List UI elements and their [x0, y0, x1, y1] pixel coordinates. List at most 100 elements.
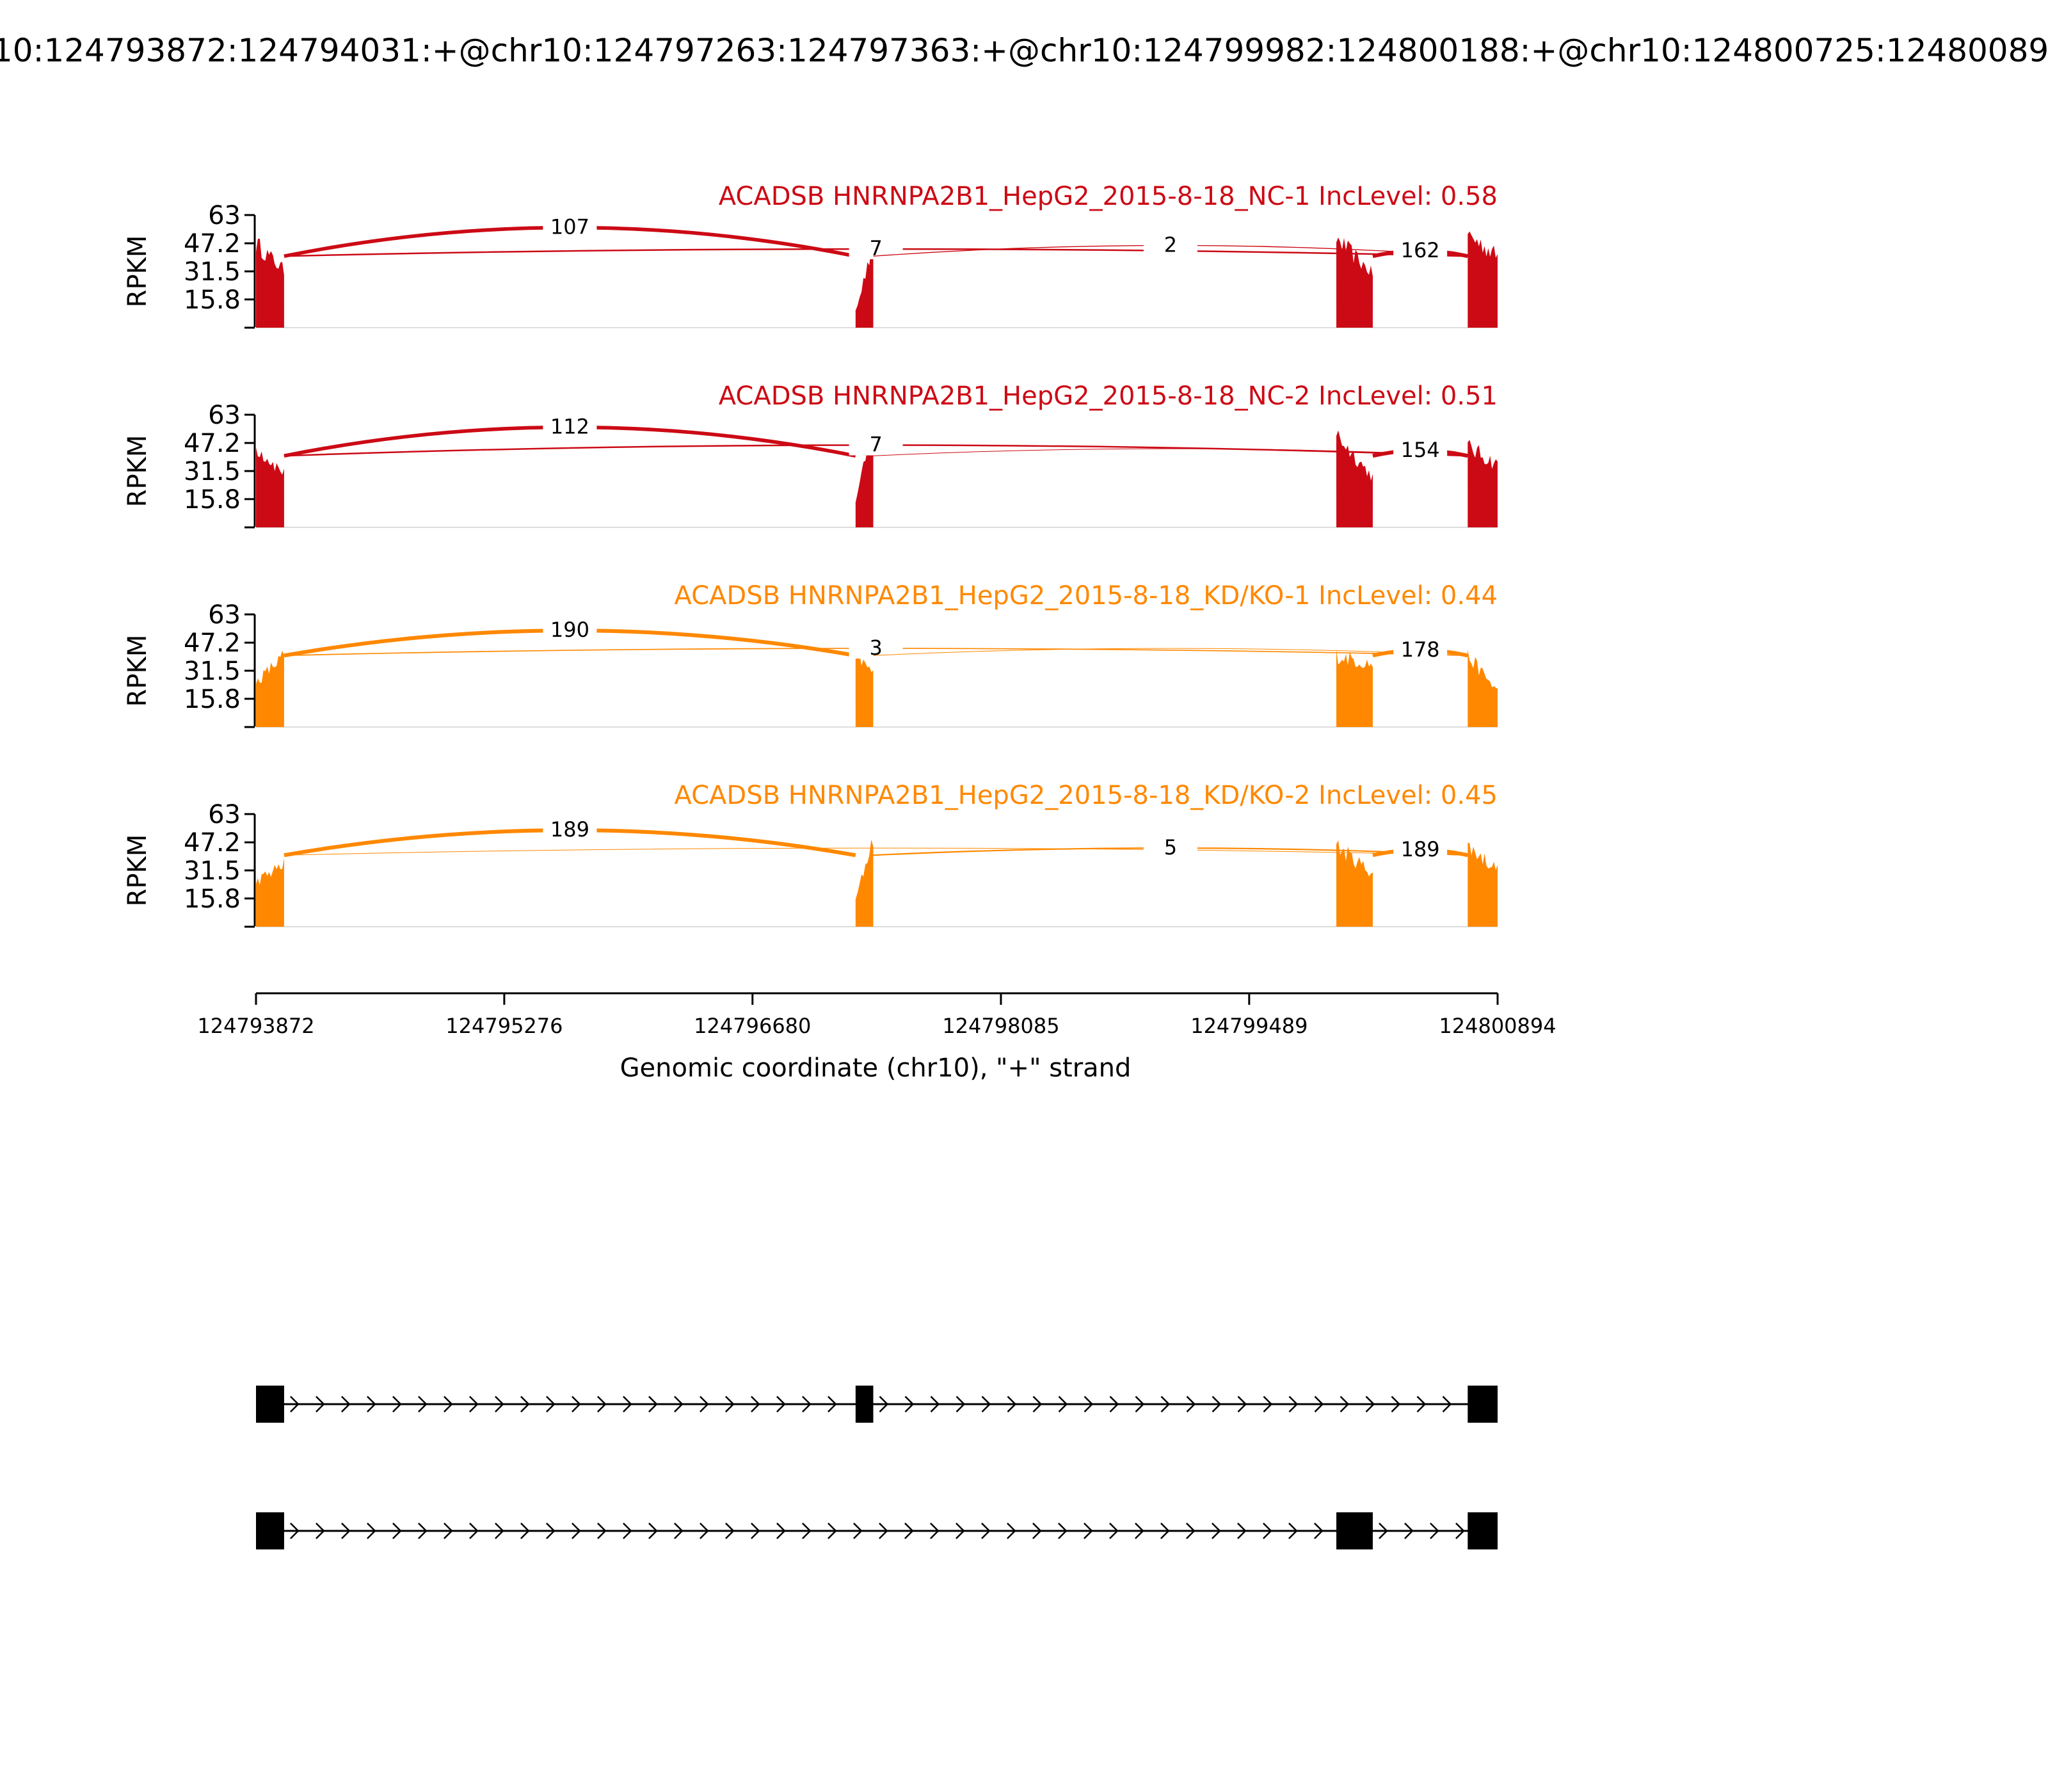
strand-arrow: [341, 1523, 351, 1539]
strand-arrow: [290, 1396, 300, 1412]
junction-count-bg: [1393, 436, 1448, 461]
junction-count-label: 3: [869, 636, 882, 660]
exon-block: [1468, 1386, 1498, 1423]
strand-arrow: [1109, 1523, 1119, 1539]
junction-count-label: 7: [869, 432, 882, 456]
strand-arrow: [1263, 1396, 1273, 1412]
y-axis-label: RPKM: [123, 435, 152, 508]
strand-arrow: [1007, 1523, 1016, 1539]
strand-arrow: [469, 1523, 479, 1539]
strand-arrow: [495, 1396, 504, 1412]
strand-arrow: [1135, 1396, 1145, 1412]
exon-block: [1468, 1512, 1498, 1549]
strand-arrow: [879, 1523, 888, 1539]
exon-block: [256, 1386, 284, 1423]
strand-arrow: [1237, 1523, 1247, 1539]
y-tick-label: 31.5: [184, 457, 241, 486]
strand-arrow: [316, 1523, 325, 1539]
strand-arrow: [392, 1396, 402, 1412]
strand-arrow: [1160, 1396, 1171, 1412]
strand-arrow: [904, 1523, 914, 1539]
exon-coverage: [855, 839, 874, 927]
strand-arrow: [597, 1396, 607, 1412]
junction-count-bg: [1143, 834, 1197, 859]
strand-arrow: [1455, 1523, 1465, 1539]
junction-count-bg: [543, 816, 597, 841]
strand-arrow: [367, 1523, 376, 1539]
track-title: ACADSB HNRNPA2B1_HepG2_2015-8-18_NC-2 In…: [719, 381, 1498, 411]
exon-coverage: [1468, 842, 1498, 927]
strand-arrow: [930, 1523, 940, 1539]
strand-arrow: [418, 1396, 428, 1412]
exon-coverage: [855, 433, 874, 527]
exon-block: [1336, 1512, 1373, 1549]
y-axis-label: RPKM: [123, 835, 152, 907]
strand-arrow: [802, 1396, 812, 1412]
strand-arrow: [290, 1523, 300, 1539]
strand-arrow: [1186, 1523, 1196, 1539]
junction-count-label: 112: [550, 415, 589, 439]
strand-arrow: [648, 1396, 658, 1412]
strand-arrow: [1365, 1396, 1375, 1412]
strand-arrow: [1007, 1396, 1017, 1412]
strand-arrow: [1263, 1523, 1272, 1539]
strand-arrow: [802, 1523, 812, 1539]
strand-arrow: [367, 1396, 376, 1412]
junction-count-bg: [849, 431, 903, 456]
strand-arrow: [930, 1396, 940, 1412]
figure-title: chr10:124793872:124794031:+@chr10:124797…: [0, 32, 2048, 69]
strand-arrow: [751, 1396, 760, 1412]
strand-arrow: [1032, 1396, 1043, 1412]
strand-arrow: [828, 1396, 837, 1412]
strand-arrow: [1340, 1396, 1350, 1412]
exon-coverage: [256, 447, 284, 527]
strand-arrow: [1212, 1523, 1221, 1539]
junction-count-label: 189: [550, 817, 589, 842]
strand-arrow: [572, 1396, 581, 1412]
junction-count-label: 7: [869, 236, 882, 260]
strand-arrow: [879, 1396, 889, 1412]
exon-block: [256, 1512, 284, 1549]
strand-arrow: [572, 1523, 581, 1539]
strand-arrow: [1058, 1396, 1068, 1412]
gene-models: [256, 1386, 1498, 1549]
strand-arrow: [623, 1396, 632, 1412]
exon-coverage: [1336, 430, 1373, 527]
y-tick-label: 31.5: [184, 257, 241, 287]
y-axis-label: RPKM: [123, 236, 152, 308]
junction-count-label: 162: [1401, 238, 1440, 262]
y-tick-label: 63: [208, 600, 241, 630]
strand-arrow: [1084, 1523, 1093, 1539]
isoform-2: [256, 1512, 1498, 1549]
x-tick-label: 124796680: [694, 1014, 811, 1038]
strand-arrow: [981, 1396, 991, 1412]
strand-arrow: [444, 1523, 453, 1539]
strand-arrow: [956, 1523, 965, 1539]
junction-count-label: 107: [550, 215, 589, 239]
strand-arrow: [828, 1523, 837, 1539]
exon-coverage: [1336, 840, 1373, 927]
strand-arrow: [751, 1523, 760, 1539]
strand-arrow: [1288, 1396, 1299, 1412]
y-tick-label: 15.8: [184, 884, 241, 914]
strand-arrow: [1212, 1396, 1222, 1412]
strand-arrow: [1186, 1396, 1196, 1412]
strand-arrow: [1430, 1523, 1439, 1539]
y-tick-label: 31.5: [184, 657, 241, 686]
y-tick-label: 47.2: [184, 429, 241, 458]
track-title: ACADSB HNRNPA2B1_HepG2_2015-8-18_KD/KO-1…: [674, 581, 1498, 611]
track-title: ACADSB HNRNPA2B1_HepG2_2015-8-18_KD/KO-2…: [674, 781, 1498, 810]
strand-arrow: [853, 1523, 863, 1539]
exon-coverage: [855, 650, 874, 727]
junction-count-bg: [1143, 231, 1197, 256]
strand-arrow: [1314, 1523, 1324, 1539]
strand-arrow: [469, 1396, 479, 1412]
exon-coverage: [1468, 231, 1498, 328]
exon-coverage: [855, 239, 874, 328]
x-tick-label: 124795276: [445, 1014, 563, 1038]
strand-arrow: [674, 1396, 684, 1412]
